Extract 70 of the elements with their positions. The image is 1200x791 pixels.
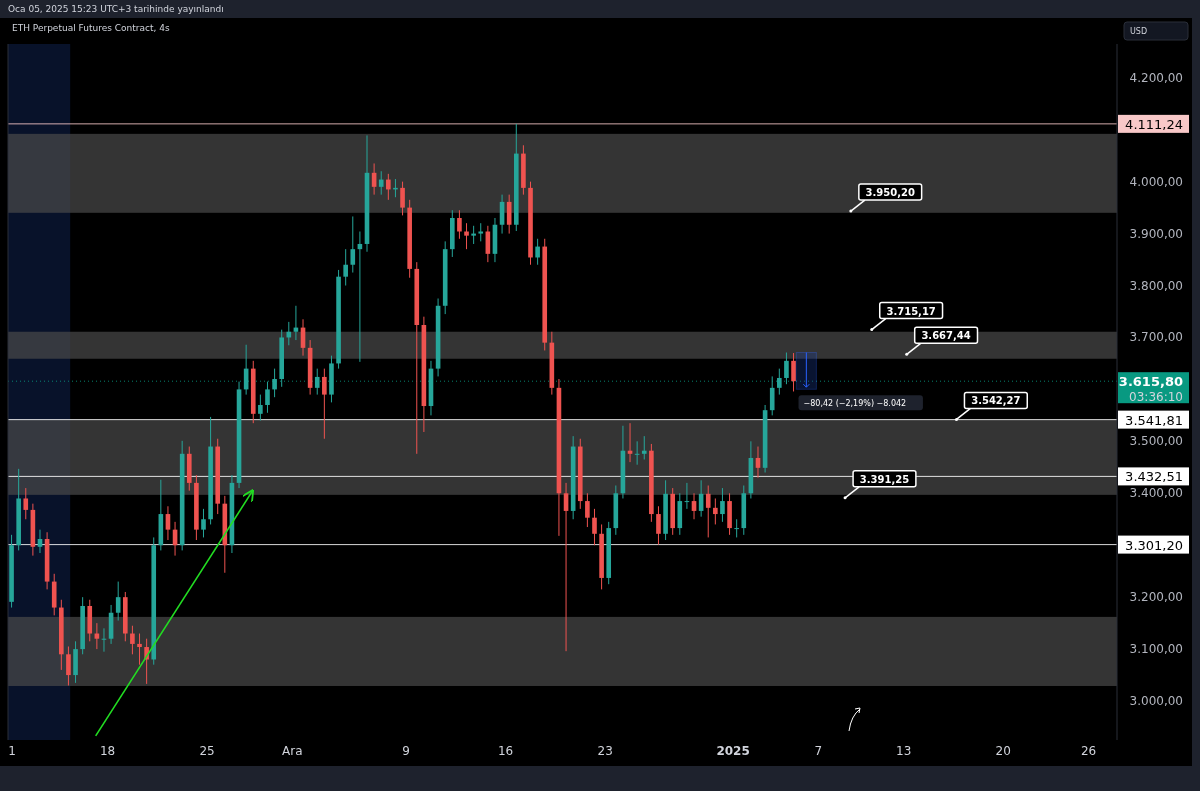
candlestick (464, 222, 469, 250)
candlestick (777, 368, 782, 396)
candlestick (386, 173, 391, 201)
annotation: 3.667,44 (921, 330, 971, 342)
candlestick (641, 435, 647, 461)
y-tick-label: 4.200,00 (1129, 70, 1183, 85)
x-tick-label: 13 (896, 744, 912, 758)
x-tick-label: 9 (402, 744, 410, 758)
candlestick (457, 209, 462, 240)
x-tick-label: Ara (282, 744, 303, 758)
y-tick-label: 3.800,00 (1129, 278, 1183, 293)
x-tick-label: 1 (8, 744, 16, 758)
candlestick (23, 487, 29, 520)
candlestick (272, 368, 277, 398)
x-tick-label: 25 (199, 744, 215, 758)
candlestick (400, 181, 405, 216)
candlestick (137, 633, 142, 666)
candlestick (258, 394, 263, 422)
candlestick (286, 321, 292, 346)
candlestick (656, 505, 661, 546)
annotation: 3.950,20 (865, 187, 915, 199)
ref-line-label: 3.432,51 (1125, 469, 1183, 485)
candlestick (343, 248, 348, 287)
candlestick (201, 508, 206, 538)
candlestick (478, 222, 484, 242)
candlestick (592, 508, 597, 546)
x-tick-label: 20 (995, 744, 1011, 758)
y-tick-label: 3.000,00 (1129, 694, 1183, 709)
annotation: 3.715,17 (886, 305, 936, 317)
x-tick-label: 23 (597, 744, 613, 758)
candlestick (471, 225, 476, 245)
candlestick (769, 375, 775, 416)
annotation: −80,42 (−2,19%) −8.042 (803, 399, 907, 409)
x-tick-label: 16 (497, 744, 514, 758)
annotation: 3.391,25 (859, 473, 910, 485)
y-tick-label: 3.400,00 (1129, 486, 1183, 501)
annotation: 3.542,27 (971, 395, 1021, 407)
candlestick (535, 238, 540, 266)
chart-title: ETH Perpetual Futures Contract, 4s (12, 23, 170, 33)
y-tick-label: 3.200,00 (1129, 590, 1183, 605)
y-tick-label: 4.000,00 (1129, 174, 1183, 189)
ref-line-label: 3.541,81 (1125, 412, 1183, 428)
y-tick-label: 3.900,00 (1129, 226, 1183, 241)
candlestick (378, 170, 384, 196)
y-tick-label: 3.500,00 (1129, 434, 1183, 449)
candlestick (585, 492, 590, 528)
ref-line-label: 3.301,20 (1125, 537, 1183, 553)
candlestick (350, 215, 356, 274)
x-tick-label: 2025 (716, 744, 750, 758)
candlestick (791, 352, 796, 392)
chart-subtitle: Oca 05, 2025 15:23 UTC+3 tarihinde yayınlandı (8, 4, 224, 14)
candlestick (734, 518, 739, 538)
x-tick-label: 7 (814, 744, 823, 758)
candlestick (265, 381, 270, 414)
y-tick-label: 3.100,00 (1129, 642, 1183, 657)
ref-line-label: 3.615,80 (1118, 374, 1183, 390)
y-tick-label: 3.700,00 (1129, 330, 1183, 345)
candlestick (66, 646, 71, 686)
x-tick-label: 18 (99, 744, 116, 758)
ref-line-label: 4.111,24 (1125, 116, 1183, 132)
candlestick (784, 352, 789, 385)
text: 03:36:10 (1129, 390, 1183, 405)
x-tick-label: 26 (1080, 744, 1097, 758)
candlestick (705, 484, 711, 538)
candlestick (713, 497, 718, 525)
candlestick (322, 368, 327, 440)
candlestick (314, 368, 320, 396)
y-axis-title: USD (1130, 27, 1148, 36)
candlestick (130, 625, 135, 655)
candlestick (720, 487, 725, 523)
